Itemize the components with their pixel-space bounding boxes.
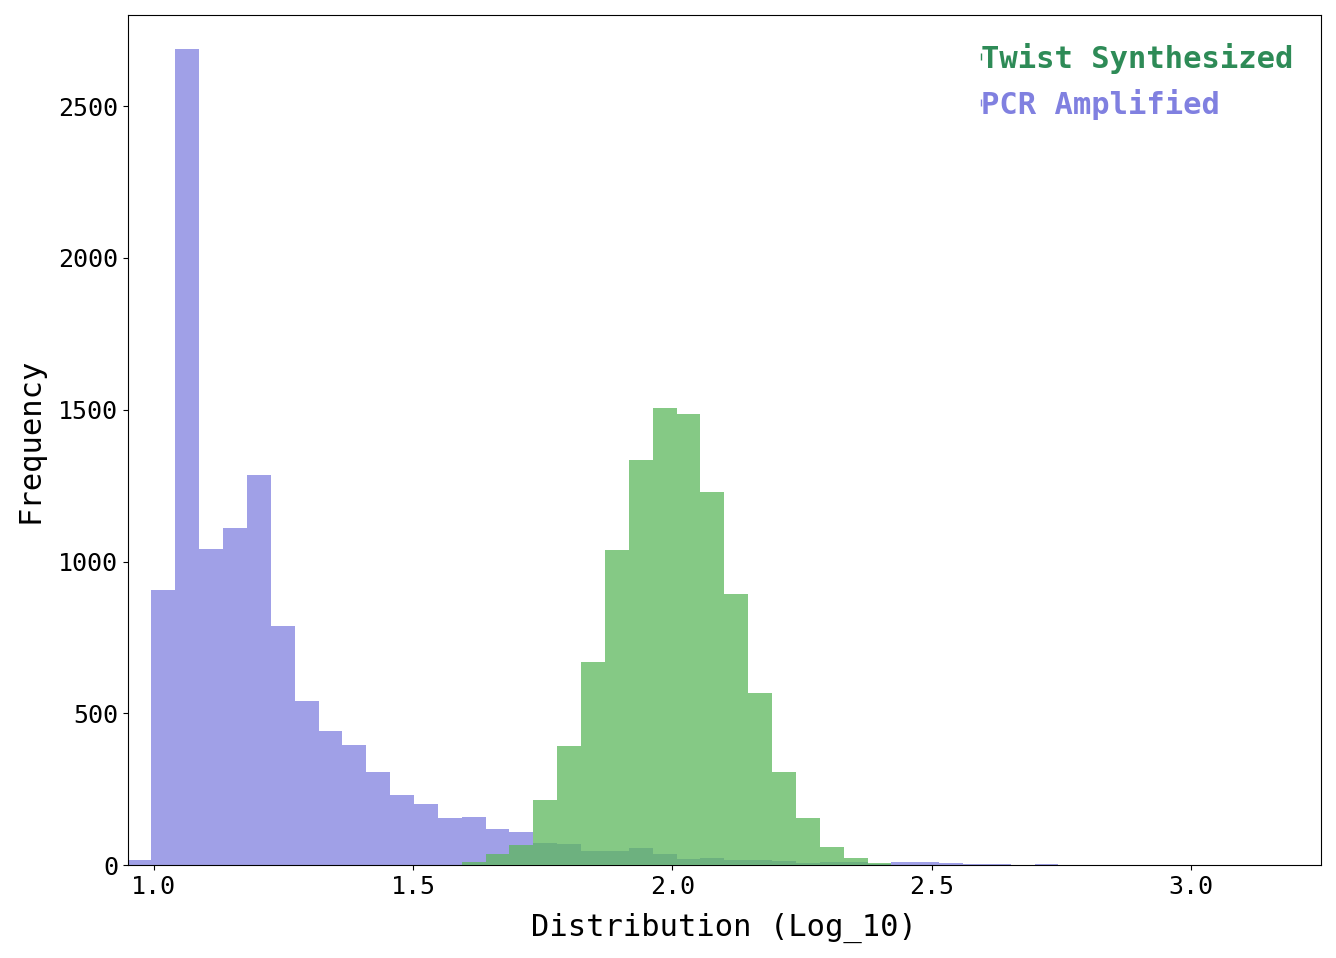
X-axis label: Distribution (Log_10): Distribution (Log_10) [532, 913, 918, 943]
Bar [915, 862, 939, 865]
Bar [653, 408, 676, 865]
Bar [653, 854, 676, 865]
Bar [509, 845, 533, 865]
Bar [557, 745, 581, 865]
Bar [820, 847, 843, 865]
Bar [939, 863, 963, 865]
Bar [342, 745, 366, 865]
Bar [414, 804, 438, 865]
Bar [772, 772, 796, 865]
Bar [605, 550, 629, 865]
Bar [605, 851, 629, 865]
Bar [390, 795, 414, 865]
Bar [1034, 864, 1058, 865]
Bar [295, 700, 318, 865]
Bar [772, 860, 796, 865]
Bar [128, 860, 151, 865]
Legend: Twist Synthesized, PCR Amplified: Twist Synthesized, PCR Amplified [969, 31, 1305, 132]
Bar [796, 863, 820, 865]
Bar [318, 731, 342, 865]
Bar [485, 854, 509, 865]
Bar [700, 491, 724, 865]
Bar [843, 862, 867, 865]
Bar [462, 862, 485, 865]
Bar [581, 851, 605, 865]
Bar [438, 818, 462, 865]
Bar [891, 862, 915, 865]
Bar [151, 590, 175, 865]
Bar [533, 843, 557, 865]
Bar [557, 844, 581, 865]
Bar [748, 693, 772, 865]
Bar [724, 594, 748, 865]
Bar [867, 863, 891, 865]
Bar [533, 800, 557, 865]
Bar [843, 858, 867, 865]
Bar [676, 858, 700, 865]
Bar [509, 833, 533, 865]
Bar [223, 528, 247, 865]
Bar [629, 460, 653, 865]
Bar [271, 626, 295, 865]
Bar [700, 858, 724, 865]
Bar [199, 549, 223, 865]
Bar [485, 829, 509, 865]
Bar [676, 414, 700, 865]
Bar [462, 816, 485, 865]
Bar [796, 818, 820, 865]
Bar [724, 860, 748, 865]
Bar [629, 848, 653, 865]
Y-axis label: Frequency: Frequency [15, 357, 44, 523]
Bar [867, 864, 891, 865]
Bar [175, 49, 199, 865]
Bar [366, 772, 390, 865]
Bar [247, 475, 271, 865]
Bar [820, 862, 843, 865]
Bar [581, 662, 605, 865]
Bar [748, 860, 772, 865]
